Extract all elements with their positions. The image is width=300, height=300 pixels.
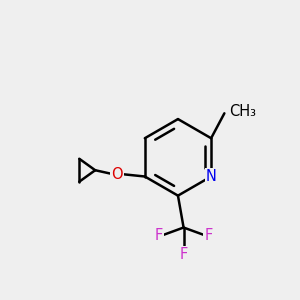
Text: F: F [205,228,213,243]
Text: CH₃: CH₃ [230,104,256,119]
Text: F: F [179,248,188,262]
Text: O: O [111,167,123,182]
Text: F: F [154,228,163,243]
Text: N: N [206,169,217,184]
